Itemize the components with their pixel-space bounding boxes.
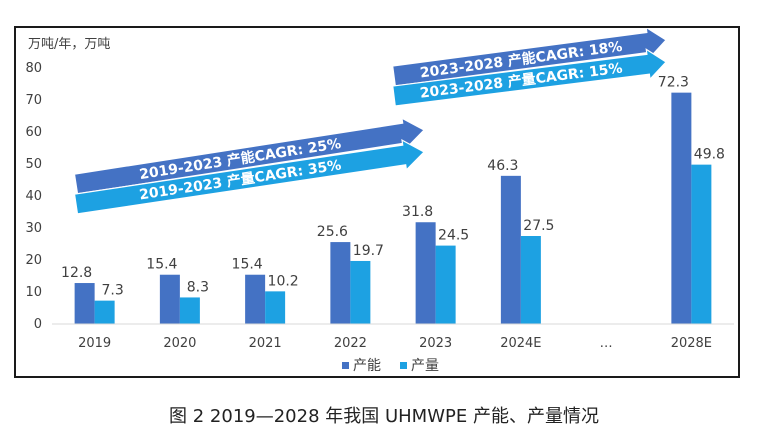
legend-swatch bbox=[400, 362, 407, 369]
bar-chart: 万吨/年，万吨 0 10 20 30 40 50 60 70 80 12.8 7.3 15.4 8.3… bbox=[25, 28, 734, 374]
data-label-output: 19.7 bbox=[353, 243, 384, 259]
x-category-label: … bbox=[600, 336, 613, 351]
x-category-label: 2023 bbox=[419, 336, 452, 351]
bar-output bbox=[179, 297, 200, 324]
data-label-output: 49.8 bbox=[694, 147, 725, 163]
y-tick-label: 10 bbox=[25, 285, 42, 300]
x-category-label: 2021 bbox=[249, 336, 282, 351]
data-label-capacity: 15.4 bbox=[146, 257, 177, 273]
x-axis-categories: 2019 2020 2021 2022 2023 2024E … 2028E bbox=[78, 336, 712, 351]
data-label-output: 27.5 bbox=[523, 218, 554, 234]
y-tick-label: 40 bbox=[25, 189, 42, 204]
figure-caption: 图 2 2019—2028 年我国 UHMWPE 产能、产量情况 bbox=[169, 406, 599, 427]
data-label-capacity: 72.3 bbox=[658, 75, 689, 91]
bar-capacity bbox=[74, 283, 95, 324]
legend-swatch bbox=[342, 362, 349, 369]
legend: 产能 产量 bbox=[342, 358, 439, 374]
y-tick-label: 50 bbox=[25, 157, 42, 172]
y-axis-unit-label: 万吨/年，万吨 bbox=[28, 37, 110, 52]
data-label-capacity: 25.6 bbox=[317, 224, 348, 240]
bar-output bbox=[94, 300, 115, 324]
cagr-arrows: 2019-2023 产能CAGR: 25%2019-2023 产量CAGR: 3… bbox=[73, 28, 667, 215]
cagr-arrow-2-shape bbox=[73, 139, 425, 215]
bar-output bbox=[691, 164, 712, 324]
data-label-output: 7.3 bbox=[101, 283, 123, 299]
x-category-label: 2028E bbox=[671, 336, 712, 351]
x-category-label: 2019 bbox=[78, 336, 111, 351]
cagr-arrow-4-shape bbox=[392, 48, 667, 107]
chart-frame: 万吨/年，万吨 0 10 20 30 40 50 60 70 80 12.8 7.3 15.4 8.3… bbox=[14, 26, 740, 378]
bar-capacity bbox=[330, 242, 351, 324]
y-tick-label: 30 bbox=[25, 221, 42, 236]
bar-output bbox=[520, 236, 541, 324]
legend-label: 产量 bbox=[411, 358, 439, 374]
legend-label: 产能 bbox=[353, 358, 381, 374]
data-label-capacity: 31.8 bbox=[402, 204, 433, 220]
bar-output bbox=[265, 291, 286, 324]
data-label-capacity: 46.3 bbox=[487, 158, 518, 174]
x-category-label: 2020 bbox=[163, 336, 196, 351]
data-label-capacity: 12.8 bbox=[61, 265, 92, 281]
bars bbox=[74, 92, 712, 324]
data-label-output: 10.2 bbox=[268, 273, 299, 289]
x-category-label: 2024E bbox=[500, 336, 541, 351]
data-label-output: 24.5 bbox=[438, 228, 469, 244]
y-tick-label: 60 bbox=[25, 125, 42, 140]
bar-capacity bbox=[159, 274, 180, 324]
bar-capacity bbox=[671, 92, 692, 324]
bar-capacity bbox=[415, 222, 436, 324]
data-labels: 12.8 7.3 15.4 8.3 15.4 10.2 25.6 19.7 31.8 24.5 46… bbox=[61, 75, 725, 299]
y-tick-label: 80 bbox=[25, 61, 42, 76]
bar-output bbox=[435, 245, 456, 324]
y-tick-label: 0 bbox=[34, 317, 42, 332]
data-label-capacity: 15.4 bbox=[232, 257, 263, 273]
y-tick-label: 20 bbox=[25, 253, 42, 268]
y-tick-label: 70 bbox=[25, 93, 42, 108]
y-axis-ticks: 0 10 20 30 40 50 60 70 80 bbox=[25, 61, 42, 332]
bar-capacity bbox=[500, 175, 521, 324]
data-label-output: 8.3 bbox=[187, 279, 209, 295]
x-category-label: 2022 bbox=[334, 336, 367, 351]
bar-output bbox=[350, 260, 371, 324]
bar-capacity bbox=[245, 274, 266, 324]
